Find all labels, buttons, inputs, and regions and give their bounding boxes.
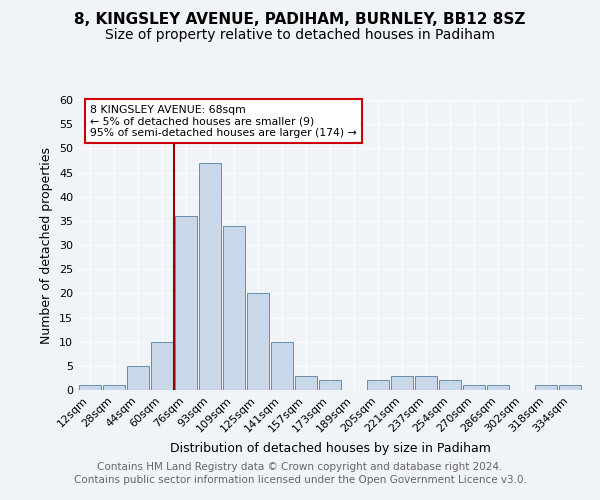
Bar <box>127 366 149 390</box>
Text: Contains HM Land Registry data © Crown copyright and database right 2024.: Contains HM Land Registry data © Crown c… <box>97 462 503 472</box>
Text: 8 KINGSLEY AVENUE: 68sqm
← 5% of detached houses are smaller (9)
95% of semi-det: 8 KINGSLEY AVENUE: 68sqm ← 5% of detache… <box>90 105 357 138</box>
Bar <box>199 163 221 390</box>
Text: Size of property relative to detached houses in Padiham: Size of property relative to detached ho… <box>105 28 495 42</box>
Bar <box>295 376 317 390</box>
Bar <box>439 380 461 390</box>
Bar <box>79 385 101 390</box>
Text: 8, KINGSLEY AVENUE, PADIHAM, BURNLEY, BB12 8SZ: 8, KINGSLEY AVENUE, PADIHAM, BURNLEY, BB… <box>74 12 526 28</box>
Bar <box>367 380 389 390</box>
Bar <box>223 226 245 390</box>
Bar <box>151 342 173 390</box>
Bar <box>463 385 485 390</box>
Y-axis label: Number of detached properties: Number of detached properties <box>40 146 53 344</box>
Bar <box>391 376 413 390</box>
Bar <box>415 376 437 390</box>
Bar <box>319 380 341 390</box>
Bar <box>247 294 269 390</box>
Text: Contains public sector information licensed under the Open Government Licence v3: Contains public sector information licen… <box>74 475 526 485</box>
Bar <box>103 385 125 390</box>
Bar <box>487 385 509 390</box>
Bar <box>535 385 557 390</box>
X-axis label: Distribution of detached houses by size in Padiham: Distribution of detached houses by size … <box>170 442 490 455</box>
Bar <box>271 342 293 390</box>
Bar <box>175 216 197 390</box>
Bar <box>559 385 581 390</box>
